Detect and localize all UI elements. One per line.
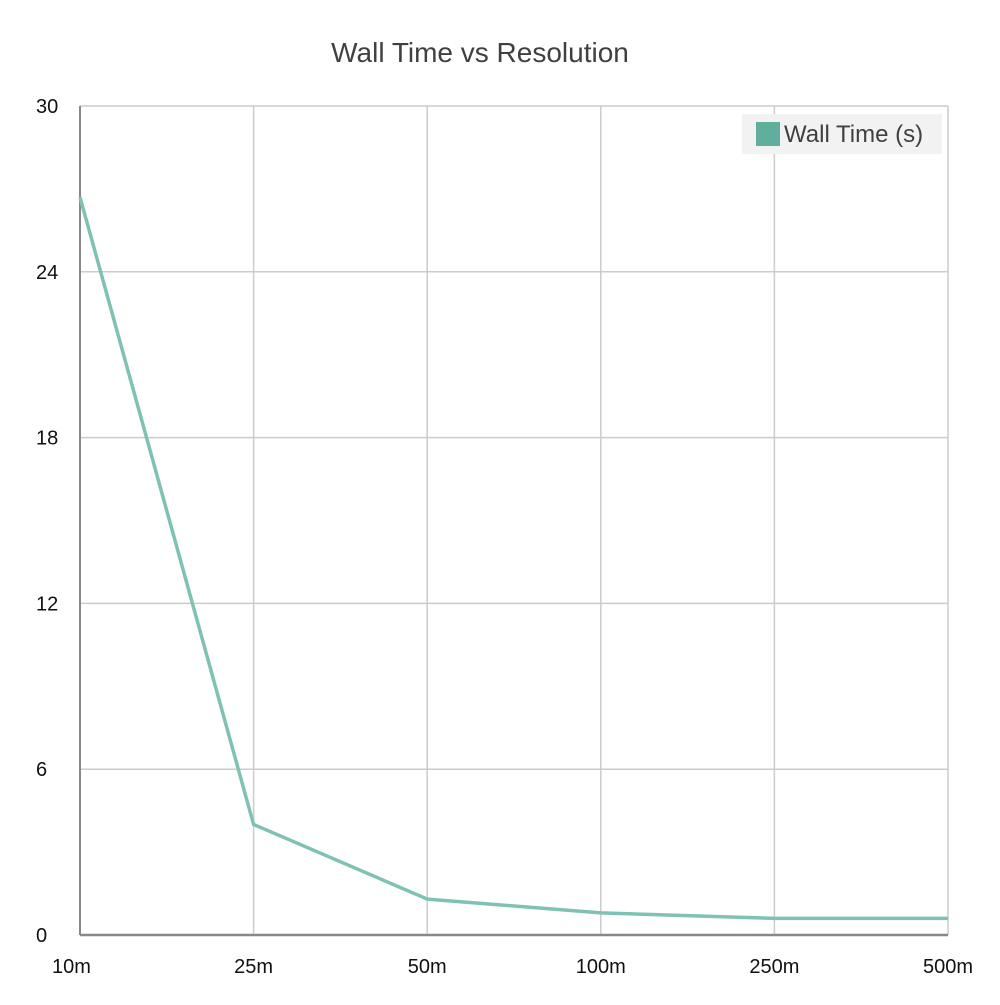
x-tick-label: 50m <box>408 956 447 978</box>
y-tick-label: 12 <box>36 593 58 615</box>
y-tick-label: 24 <box>36 262 58 284</box>
legend-swatch <box>756 122 780 146</box>
x-tick-label: 500m <box>923 956 973 978</box>
series <box>78 196 948 921</box>
y-tick-label: 18 <box>36 428 58 450</box>
legend-label: Wall Time (s) <box>784 121 923 148</box>
x-tick-label: 10m <box>52 956 91 978</box>
x-tick-label: 100m <box>576 956 626 978</box>
chart-title: Wall Time vs Resolution <box>331 37 629 68</box>
axes <box>79 106 948 937</box>
grid <box>80 105 949 935</box>
x-tick-labels: 10m 25m 50m 100m 250m 500m <box>52 956 973 978</box>
x-tick-label: 25m <box>234 956 273 978</box>
legend: Wall Time (s) <box>742 114 942 154</box>
y-tick-labels: 0 6 12 18 24 30 <box>36 96 58 947</box>
x-tick-label: 250m <box>749 956 799 978</box>
y-tick-label: 30 <box>36 96 58 118</box>
y-tick-label: 0 <box>36 925 47 947</box>
y-tick-label: 6 <box>36 759 47 781</box>
series-line <box>78 196 948 921</box>
